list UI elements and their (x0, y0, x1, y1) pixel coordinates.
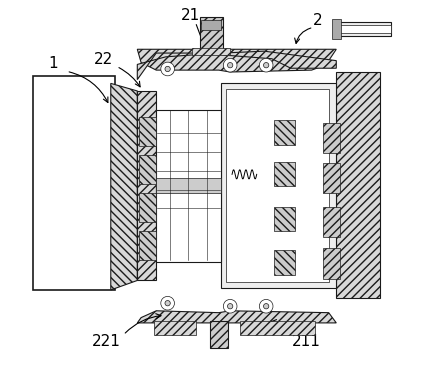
Circle shape (223, 299, 237, 313)
Bar (336, 22, 391, 36)
Bar (156, 178, 221, 193)
Polygon shape (137, 49, 336, 72)
Circle shape (264, 63, 269, 68)
Circle shape (227, 63, 233, 68)
Bar (139, 193, 156, 222)
Bar (323, 248, 340, 279)
Bar (274, 120, 295, 145)
Text: 12: 12 (188, 229, 207, 244)
Polygon shape (137, 53, 200, 80)
Bar (154, 321, 196, 335)
Circle shape (264, 304, 269, 309)
Bar (226, 89, 329, 282)
Circle shape (165, 66, 170, 72)
Bar (221, 83, 336, 288)
Bar (336, 25, 391, 33)
Bar (156, 110, 221, 262)
Bar (274, 250, 295, 275)
Bar (139, 117, 156, 146)
Circle shape (161, 62, 175, 76)
Bar (336, 72, 380, 298)
Polygon shape (137, 311, 336, 323)
Bar (33, 76, 114, 290)
Bar (139, 231, 156, 260)
Circle shape (227, 304, 233, 309)
Bar (240, 321, 316, 335)
Bar (274, 207, 295, 231)
Text: 211: 211 (292, 334, 321, 349)
Circle shape (259, 58, 273, 72)
Bar (192, 48, 230, 55)
Circle shape (223, 58, 237, 72)
Polygon shape (223, 51, 336, 68)
Bar (201, 20, 221, 30)
Bar (139, 155, 156, 184)
Bar (323, 207, 340, 237)
Bar (210, 321, 227, 348)
Bar (274, 162, 295, 186)
Bar (323, 163, 340, 193)
Text: 22: 22 (94, 52, 114, 67)
Circle shape (161, 296, 175, 310)
Bar (323, 123, 340, 153)
Text: 21: 21 (181, 8, 200, 23)
Circle shape (259, 299, 273, 313)
Text: 2: 2 (313, 13, 323, 28)
Circle shape (165, 301, 170, 306)
Bar (137, 91, 156, 280)
Bar (332, 19, 341, 39)
Text: 221: 221 (92, 334, 121, 349)
Text: 1: 1 (49, 56, 58, 71)
Polygon shape (111, 83, 137, 290)
Bar (200, 17, 223, 53)
